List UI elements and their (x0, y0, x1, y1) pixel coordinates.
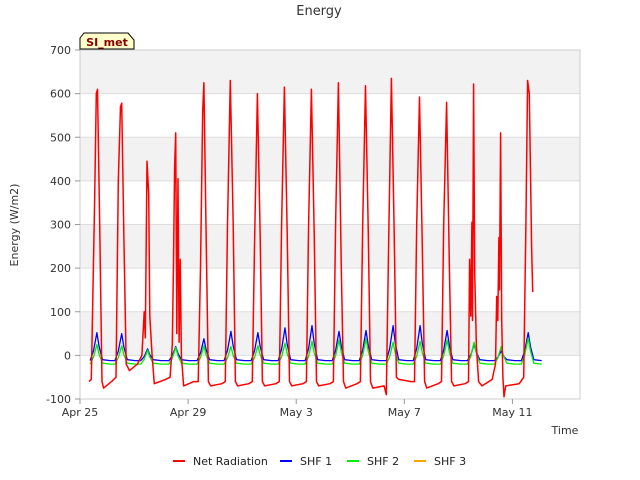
y-tick-label: -100 (46, 393, 71, 406)
y-tick-label: 600 (50, 88, 71, 101)
x-axis-title: Time (551, 424, 579, 437)
series-net-radiation (88, 77, 534, 398)
legend-label: Net Radiation (193, 455, 268, 468)
series-layer (88, 77, 542, 398)
y-tick-label: 400 (50, 175, 71, 188)
site-label-background (79, 32, 135, 50)
legend-label: SHF 3 (434, 455, 466, 468)
legend: Net Radiation SHF 1 SHF 2 SHF 3 (173, 455, 466, 468)
site-label: SI_met (86, 36, 128, 49)
y-tick-label: 0 (64, 349, 71, 362)
y-tick-label: 300 (50, 219, 71, 232)
site-label-box: SI_met (79, 32, 135, 50)
y-tick-label: 700 (50, 44, 71, 57)
background-band (80, 50, 580, 94)
y-tick-label: 200 (50, 262, 71, 275)
y-tick-label: 100 (50, 306, 71, 319)
x-tick-label: Apr 29 (170, 406, 207, 419)
x-tick-label: May 11 (492, 406, 532, 419)
chart-title: Energy (296, 4, 342, 19)
y-tick-label: 500 (50, 131, 71, 144)
background-band (80, 311, 580, 356)
x-tick-label: Apr 25 (62, 406, 99, 419)
x-tick-label: May 3 (280, 406, 313, 419)
legend-label: SHF 1 (300, 455, 332, 468)
x-tick-labels: Apr 25 Apr 29 May 3 May 7 May 11 (62, 399, 533, 419)
background-band (80, 224, 580, 269)
y-tick-labels: -100 0 100 200 300 400 500 600 700 (46, 44, 80, 406)
y-axis-title: Energy (W/m2) (8, 184, 21, 267)
x-tick-label: May 7 (388, 406, 421, 419)
legend-label: SHF 2 (367, 455, 399, 468)
background-band (80, 137, 580, 181)
